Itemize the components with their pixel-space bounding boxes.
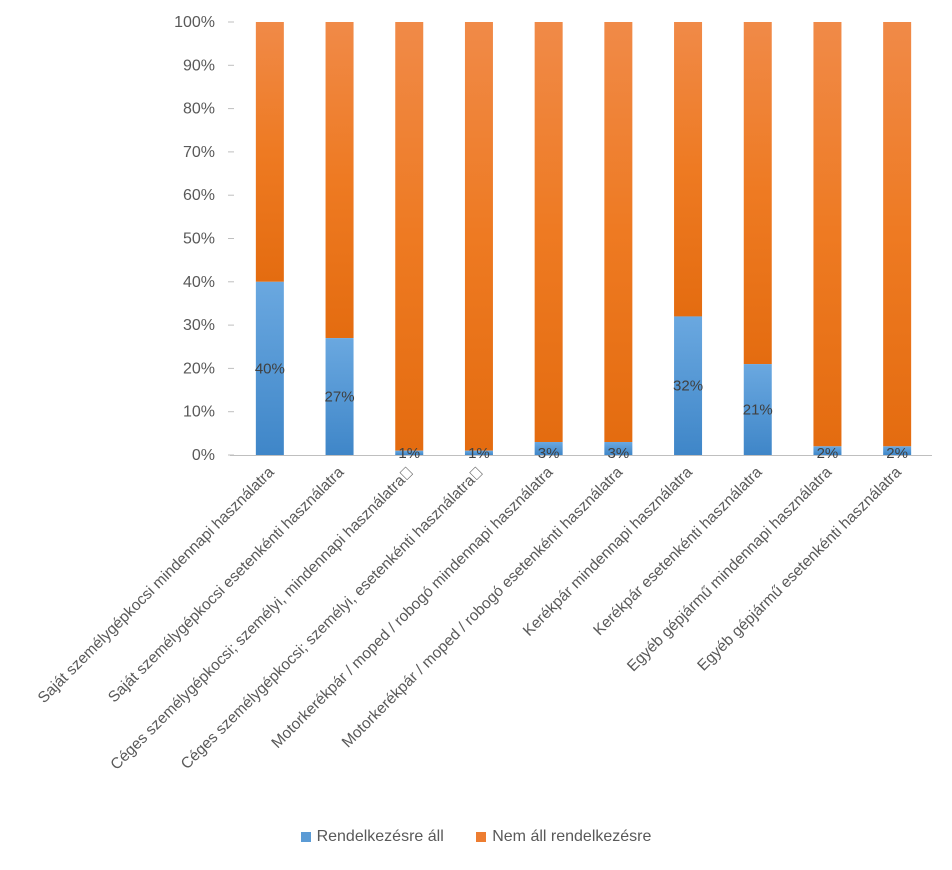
bar-available (743, 364, 772, 455)
legend: Rendelkezésre áll Nem áll rendelkezésre (0, 828, 952, 847)
data-label: 32% (673, 378, 703, 395)
bar-available (604, 442, 633, 455)
bar-available (534, 442, 563, 455)
legend-item-not-available: Nem áll rendelkezésre (476, 828, 651, 846)
y-tick-label: 30% (183, 317, 215, 334)
bar-not-available (674, 22, 703, 317)
bar-available (464, 450, 493, 455)
bar-available (674, 316, 703, 455)
bar-not-available (534, 22, 563, 443)
y-tick-label: 100% (174, 14, 215, 31)
data-label: 3% (608, 445, 630, 462)
y-tick-label: 80% (183, 101, 215, 118)
bar-not-available (325, 22, 354, 339)
stacked-bar-chart: 0% 10% 20% 30% 40% 50% 60% 70% 80% 90% 100% 40% Saj… (35, 14, 932, 773)
data-label: 21% (743, 402, 773, 419)
bar-not-available (395, 22, 424, 451)
y-tick-label: 70% (183, 144, 215, 161)
y-tick-label: 40% (183, 274, 215, 291)
bar-not-available (604, 22, 633, 443)
bar-available (255, 281, 284, 455)
bar-available (395, 450, 424, 455)
y-tick-label: 10% (183, 404, 215, 421)
data-label: 40% (255, 360, 285, 377)
legend-label-not-available: Nem áll rendelkezésre (492, 828, 652, 845)
axis-layer: 0% 10% 20% 30% 40% 50% 60% 70% 80% 90% 100% (174, 14, 932, 464)
y-tick-label: 60% (183, 187, 215, 204)
data-label: 1% (468, 445, 490, 462)
data-label: 1% (398, 445, 420, 462)
bar-available (883, 446, 912, 455)
legend-item-available: Rendelkezésre áll (300, 828, 444, 846)
bars-layer (255, 22, 912, 455)
y-tick-label: 0% (192, 447, 215, 464)
bar-not-available (743, 22, 772, 365)
legend-label-available: Rendelkezésre áll (316, 828, 444, 845)
data-label: 2% (886, 445, 908, 462)
bar-available (813, 446, 842, 455)
legend-swatch-not-available (476, 832, 487, 842)
legend-swatch-available (300, 832, 311, 842)
data-label: 3% (538, 445, 560, 462)
data-label: 2% (817, 445, 839, 462)
bar-not-available (464, 22, 493, 451)
x-category-label: Saját személygépkocsi esetenkénti haszná… (105, 464, 348, 707)
bar-not-available (813, 22, 842, 447)
bar-not-available (255, 22, 284, 282)
bar-available (325, 338, 354, 455)
y-tick-label: 20% (183, 360, 215, 377)
bar-not-available (883, 22, 912, 447)
y-tick-label: 90% (183, 57, 215, 74)
y-tick-label: 50% (183, 231, 215, 248)
data-label: 27% (325, 389, 355, 406)
x-category-label: Saját személygépkocsi mindennapi használ… (35, 464, 278, 707)
